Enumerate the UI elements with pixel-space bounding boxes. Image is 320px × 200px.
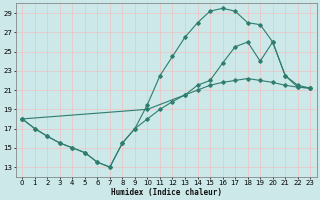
X-axis label: Humidex (Indice chaleur): Humidex (Indice chaleur) <box>111 188 222 197</box>
